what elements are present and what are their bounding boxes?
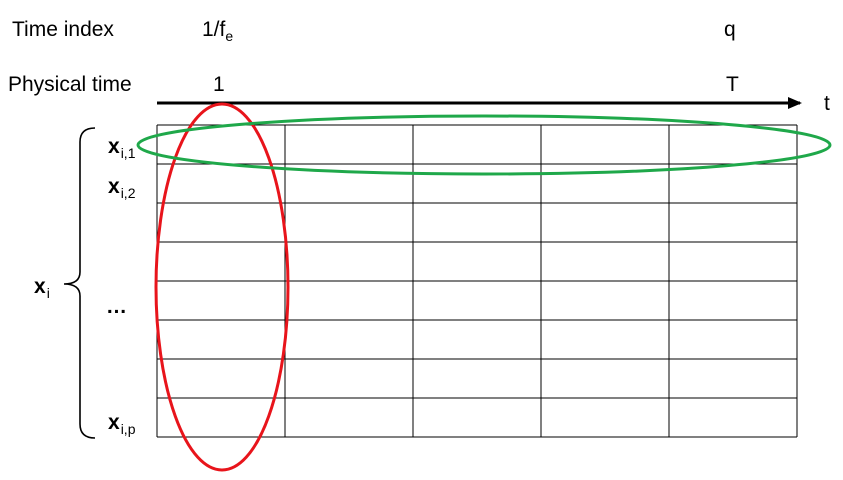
row-label-first: xi,1 [108, 135, 136, 161]
row-label-second: xi,2 [108, 175, 136, 201]
physical-time-end: T [726, 73, 739, 96]
row-highlight-ellipse [136, 114, 832, 176]
time-index-end: q [724, 18, 736, 41]
time-axis-label: t [824, 92, 830, 115]
physical-time-label: Physical time [8, 73, 132, 96]
column-highlight-ellipse [154, 102, 290, 472]
time-index-label: Time index [12, 18, 114, 41]
row-group-label: xi [34, 275, 50, 301]
physical-time-start: 1 [213, 73, 225, 96]
row-label-last: xi,p [108, 411, 136, 437]
data-grid [156, 124, 798, 438]
time-index-start: 1/fe [202, 18, 234, 44]
row-label-ellipsis: … [106, 295, 127, 318]
row-group-brace [63, 127, 96, 439]
